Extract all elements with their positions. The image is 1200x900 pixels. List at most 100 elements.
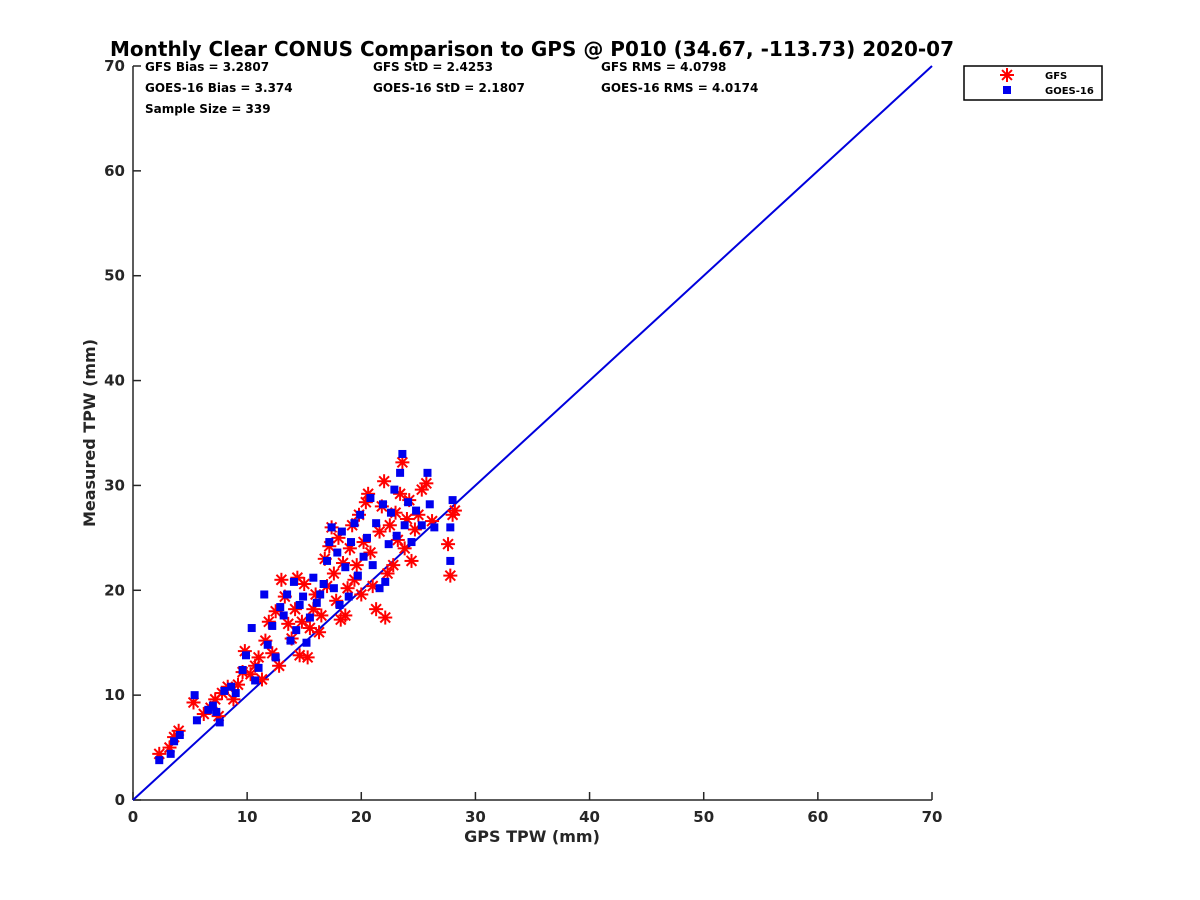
y-axis-label: Measured TPW (mm) — [80, 339, 99, 527]
goes16-point — [295, 600, 304, 609]
goes16-point — [337, 527, 346, 536]
y-tick-label: 70 — [104, 57, 125, 75]
legend-goes16-label: GOES-16 — [1045, 86, 1094, 97]
goes16-point — [356, 510, 365, 519]
goes16-rms-stat: GOES-16 RMS = 4.0174 — [601, 81, 758, 95]
x-ticks: 0 10 20 30 40 50 60 70 — [128, 792, 943, 826]
gfs-point — [258, 633, 273, 648]
goes16-point — [251, 676, 260, 685]
one-to-one-reference-line — [132, 65, 933, 801]
goes16-point — [362, 533, 371, 542]
goes16-bias-stat: GOES-16 Bias = 3.374 — [145, 81, 293, 95]
goes16-point — [316, 590, 325, 599]
y-tick-label: 60 — [104, 162, 125, 180]
y-tick-label: 40 — [104, 372, 125, 390]
x-tick-label: 10 — [237, 808, 258, 826]
goes16-point — [430, 523, 439, 532]
goes16-point — [446, 523, 455, 532]
plot-area: 0 10 20 30 40 50 60 70 0 10 20 30 40 50 60 70 — [104, 57, 942, 826]
gfs-point — [251, 650, 266, 665]
goes16-point — [302, 638, 311, 647]
goes16-point — [309, 573, 318, 582]
goes16-series — [155, 449, 457, 765]
y-ticks: 0 10 20 30 40 50 60 70 — [104, 57, 141, 809]
gfs-point — [274, 572, 289, 587]
legend-gfs-glyph — [1000, 68, 1014, 82]
x-tick-label: 20 — [351, 808, 372, 826]
goes16-point — [268, 621, 277, 630]
goes16-point — [208, 701, 217, 710]
legend-gfs-label: GFS — [1045, 71, 1067, 82]
goes16-point — [407, 538, 416, 547]
gfs-point — [395, 455, 410, 470]
goes16-point — [289, 577, 298, 586]
goes16-point — [271, 653, 280, 662]
goes16-point — [417, 521, 426, 530]
goes16-point — [404, 498, 413, 507]
x-tick-label: 70 — [922, 808, 943, 826]
gfs-point — [162, 740, 177, 755]
goes16-point — [375, 584, 384, 593]
gfs-point — [377, 474, 392, 489]
goes16-point — [386, 508, 395, 517]
x-tick-label: 40 — [579, 808, 600, 826]
gfs-point — [326, 566, 341, 581]
goes16-point — [263, 640, 272, 649]
goes16-point — [381, 577, 390, 586]
goes16-point — [350, 519, 359, 528]
legend-goes16-square-icon — [1003, 86, 1011, 94]
goes16-point — [204, 705, 213, 714]
gfs-point — [354, 587, 369, 602]
goes16-point — [335, 600, 344, 609]
goes16-point — [378, 500, 387, 509]
gfs-point — [404, 553, 419, 568]
goes16-point — [368, 561, 377, 570]
goes16-point — [329, 584, 338, 593]
goes16-point — [400, 521, 409, 530]
goes16-point — [412, 506, 421, 515]
gfs-bias-stat: GFS Bias = 3.2807 — [145, 60, 269, 74]
gfs-point — [312, 625, 327, 640]
y-tick-label: 30 — [104, 476, 125, 494]
goes16-point — [392, 531, 401, 540]
gfs-point — [349, 558, 364, 573]
legend-gfs-asterisk-icon — [1000, 68, 1014, 82]
goes16-std-stat: GOES-16 StD = 2.1807 — [373, 81, 525, 95]
goes16-point — [390, 485, 399, 494]
goes16-point — [398, 449, 407, 458]
goes16-point — [333, 548, 342, 557]
goes16-point — [305, 613, 314, 622]
goes16-point — [155, 756, 164, 765]
goes16-point — [283, 590, 292, 599]
goes16-point — [279, 611, 288, 620]
goes16-point — [423, 468, 432, 477]
goes16-point — [238, 665, 247, 674]
goes16-point — [384, 540, 393, 549]
gfs-point — [300, 650, 315, 665]
goes16-point — [341, 563, 350, 572]
goes16-point — [215, 718, 224, 727]
goes16-point — [254, 663, 263, 672]
goes16-point — [446, 556, 455, 565]
goes16-point — [227, 682, 236, 691]
goes16-point — [170, 737, 179, 746]
goes16-point — [231, 689, 240, 698]
goes16-point — [276, 603, 285, 612]
goes16-point — [175, 730, 184, 739]
goes16-point — [299, 592, 308, 601]
goes16-point — [396, 468, 405, 477]
gfs-point — [297, 576, 312, 591]
goes16-point — [366, 494, 375, 503]
goes16-point — [192, 716, 201, 725]
goes16-point — [212, 707, 221, 716]
gfs-point — [369, 602, 384, 617]
goes16-point — [247, 624, 256, 633]
y-tick-label: 50 — [104, 267, 125, 285]
goes16-point — [372, 519, 381, 528]
goes16-point — [166, 749, 175, 758]
goes16-point — [319, 579, 328, 588]
goes16-point — [359, 552, 368, 561]
goes16-point — [425, 500, 434, 509]
